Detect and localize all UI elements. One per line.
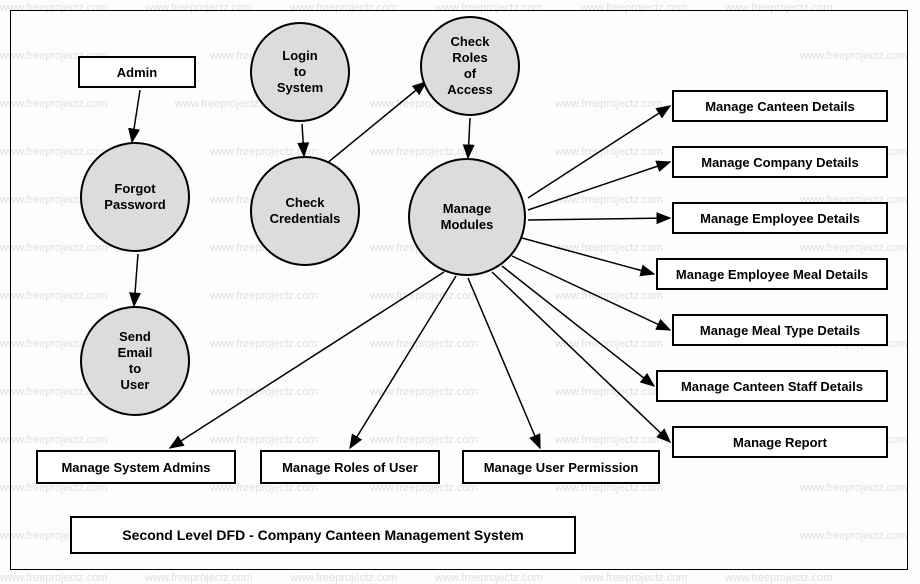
watermark: www.freeprojectz.com [145,572,253,584]
process-check_creds: CheckCredentials [250,156,360,266]
entity-manage_admins: Manage System Admins [36,450,236,484]
entity-manage_staff: Manage Canteen Staff Details [656,370,888,402]
process-manage_mods: ManageModules [408,158,526,276]
watermark: www.freeprojectz.com [0,572,108,584]
process-check_roles: CheckRolesofAccess [420,16,520,116]
entity-manage_employee: Manage Employee Details [672,202,888,234]
entity-manage_company: Manage Company Details [672,146,888,178]
entity-manage_emp_meal: Manage Employee Meal Details [656,258,888,290]
entity-admin: Admin [78,56,196,88]
process-forgot: ForgotPassword [80,142,190,252]
watermark: www.freeprojectz.com [290,572,398,584]
entity-manage_meal_type: Manage Meal Type Details [672,314,888,346]
entity-title: Second Level DFD - Company Canteen Manag… [70,516,576,554]
entity-manage_canteen: Manage Canteen Details [672,90,888,122]
entity-manage_roles_user: Manage Roles of User [260,450,440,484]
watermark: www.freeprojectz.com [435,572,543,584]
watermark: www.freeprojectz.com [580,572,688,584]
entity-manage_report: Manage Report [672,426,888,458]
process-send_email: SendEmailtoUser [80,306,190,416]
entity-manage_user_perm: Manage User Permission [462,450,660,484]
process-login: LogintoSystem [250,22,350,122]
watermark: www.freeprojectz.com [725,572,833,584]
